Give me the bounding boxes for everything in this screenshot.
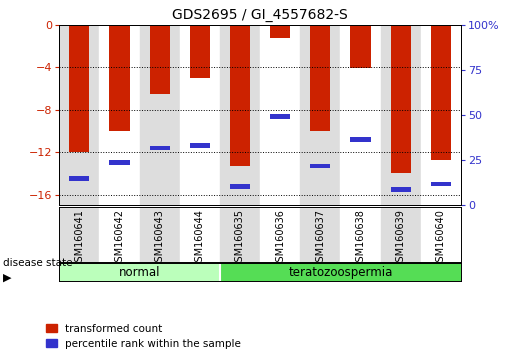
Bar	[109, 25, 129, 131]
Bar	[431, 182, 451, 187]
Text: teratozoospermia: teratozoospermia	[288, 266, 392, 279]
Text: GSM160638: GSM160638	[355, 209, 366, 268]
Bar	[59, 263, 220, 281]
Bar	[230, 184, 250, 189]
Text: GSM160639: GSM160639	[396, 209, 406, 268]
Bar	[220, 25, 260, 205]
Text: disease state: disease state	[3, 258, 72, 268]
Legend: transformed count, percentile rank within the sample: transformed count, percentile rank withi…	[46, 324, 241, 349]
Bar	[69, 176, 89, 181]
Bar	[69, 25, 89, 152]
Bar	[421, 207, 461, 262]
Bar	[220, 207, 260, 262]
Bar	[270, 114, 290, 119]
Bar	[310, 25, 330, 131]
Title: GDS2695 / GI_4557682-S: GDS2695 / GI_4557682-S	[172, 8, 348, 22]
Bar	[99, 25, 140, 205]
Bar	[381, 207, 421, 262]
Text: normal: normal	[119, 266, 160, 279]
Bar	[300, 25, 340, 205]
Bar	[180, 25, 220, 205]
Text: GSM160636: GSM160636	[275, 209, 285, 268]
Bar	[350, 137, 370, 142]
Bar	[190, 143, 210, 148]
Bar	[180, 207, 220, 262]
Bar	[109, 160, 129, 165]
Bar	[390, 25, 410, 173]
Text: GSM160640: GSM160640	[436, 209, 446, 268]
Bar	[59, 207, 99, 262]
Bar	[149, 145, 169, 150]
Bar	[220, 263, 461, 281]
Bar	[340, 207, 381, 262]
Text: GSM160637: GSM160637	[315, 209, 325, 268]
Bar	[149, 25, 169, 94]
Bar	[190, 25, 210, 78]
Text: GSM160644: GSM160644	[195, 209, 205, 268]
Bar	[350, 25, 370, 68]
Bar	[260, 207, 300, 262]
Text: GSM160635: GSM160635	[235, 209, 245, 268]
Bar	[260, 25, 300, 205]
Bar	[59, 25, 99, 205]
Bar	[310, 164, 330, 169]
Bar	[140, 207, 180, 262]
Text: GSM160641: GSM160641	[74, 209, 84, 268]
Bar	[431, 25, 451, 160]
Bar	[381, 25, 421, 205]
Bar	[340, 25, 381, 205]
Bar	[421, 25, 461, 205]
Text: GSM160643: GSM160643	[154, 209, 165, 268]
Bar	[99, 207, 140, 262]
Bar	[230, 25, 250, 166]
Bar	[390, 187, 410, 192]
Bar	[270, 25, 290, 38]
Bar	[140, 25, 180, 205]
Bar	[300, 207, 340, 262]
Text: GSM160642: GSM160642	[114, 209, 125, 268]
Text: ▶: ▶	[3, 272, 11, 282]
